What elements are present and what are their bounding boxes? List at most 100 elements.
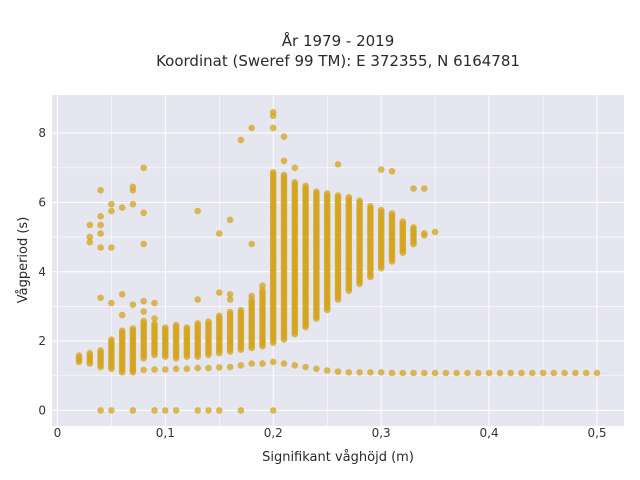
data-point <box>97 213 104 220</box>
data-point <box>118 291 126 298</box>
data-point <box>334 368 342 375</box>
x-tick-label: 0,2 <box>264 426 283 440</box>
data-point <box>97 407 104 414</box>
data-point <box>108 207 115 215</box>
data-point <box>280 133 288 140</box>
data-point <box>539 369 547 377</box>
chart-subtitle: Koordinat (Sweref 99 TM): E 372355, N 61… <box>156 52 520 70</box>
data-point <box>216 407 223 414</box>
data-point <box>410 185 417 192</box>
data-point <box>475 369 482 377</box>
data-point <box>431 228 439 236</box>
data-point <box>205 407 212 414</box>
data-point <box>582 369 590 377</box>
data-point <box>280 171 288 179</box>
data-point <box>151 315 158 322</box>
data-point <box>140 164 147 172</box>
data-point <box>518 369 525 377</box>
data-point <box>421 185 428 192</box>
data-point <box>97 230 104 237</box>
data-point <box>237 306 245 314</box>
scatter-points <box>75 109 601 414</box>
data-point <box>313 365 320 373</box>
data-point <box>280 360 288 367</box>
data-point <box>216 289 223 296</box>
data-point <box>399 369 407 377</box>
data-point <box>431 369 439 377</box>
data-point <box>410 224 417 231</box>
data-point <box>226 363 234 371</box>
y-tick-label: 8 <box>38 126 46 140</box>
data-point <box>86 221 94 229</box>
data-point <box>151 366 158 373</box>
data-point <box>108 244 115 251</box>
data-point <box>377 206 385 214</box>
chart-title: År 1979 - 2019 <box>282 31 395 50</box>
data-point <box>248 360 255 367</box>
x-tick-label: 0 <box>54 426 62 440</box>
x-axis-title: Signifikant våghöjd (m) <box>262 450 414 465</box>
data-point <box>151 320 158 328</box>
data-point <box>86 349 94 357</box>
x-tick-label: 0,1 <box>156 426 175 440</box>
data-point <box>410 369 417 377</box>
data-point <box>334 161 342 168</box>
data-point <box>442 369 450 377</box>
data-point <box>151 299 158 307</box>
data-point <box>323 367 331 374</box>
data-point <box>205 318 212 326</box>
data-point <box>237 136 245 144</box>
data-point <box>388 168 396 175</box>
data-point <box>194 407 201 414</box>
data-point <box>216 312 223 320</box>
data-point <box>345 369 353 376</box>
data-point <box>162 366 169 373</box>
data-point <box>194 364 201 372</box>
data-point <box>129 200 137 208</box>
y-tick-label: 4 <box>38 265 46 279</box>
data-point <box>140 209 147 217</box>
data-point <box>550 369 558 377</box>
data-point <box>572 369 579 377</box>
data-point <box>226 308 234 316</box>
data-point <box>172 407 180 414</box>
data-point <box>194 207 201 215</box>
data-point <box>291 362 299 369</box>
data-point <box>356 197 363 204</box>
data-point <box>377 166 385 173</box>
data-point <box>226 291 234 298</box>
data-point <box>593 369 601 377</box>
data-point <box>108 200 115 208</box>
data-point <box>367 369 374 376</box>
data-point <box>140 308 147 315</box>
data-point <box>529 369 536 377</box>
data-point <box>118 327 126 335</box>
data-point <box>183 324 191 331</box>
data-point <box>561 369 568 377</box>
data-point <box>140 297 147 305</box>
data-point <box>496 369 504 377</box>
y-tick-label: 2 <box>38 334 46 348</box>
data-point <box>172 321 180 329</box>
data-point <box>172 365 180 373</box>
data-point <box>194 296 201 303</box>
data-point <box>269 112 277 120</box>
data-point <box>205 364 212 372</box>
data-point <box>140 240 147 248</box>
data-point <box>291 179 299 186</box>
data-point <box>485 369 493 377</box>
data-point <box>226 216 234 224</box>
data-point <box>248 292 255 300</box>
data-point <box>237 407 245 414</box>
data-point <box>216 230 223 237</box>
data-point <box>86 233 94 241</box>
data-point <box>399 218 407 225</box>
data-point <box>183 365 191 373</box>
data-point <box>97 294 104 302</box>
x-tick-label: 0,4 <box>480 426 499 440</box>
data-point <box>302 363 309 371</box>
data-point <box>140 317 147 325</box>
data-point <box>226 296 234 303</box>
data-point <box>323 190 331 197</box>
